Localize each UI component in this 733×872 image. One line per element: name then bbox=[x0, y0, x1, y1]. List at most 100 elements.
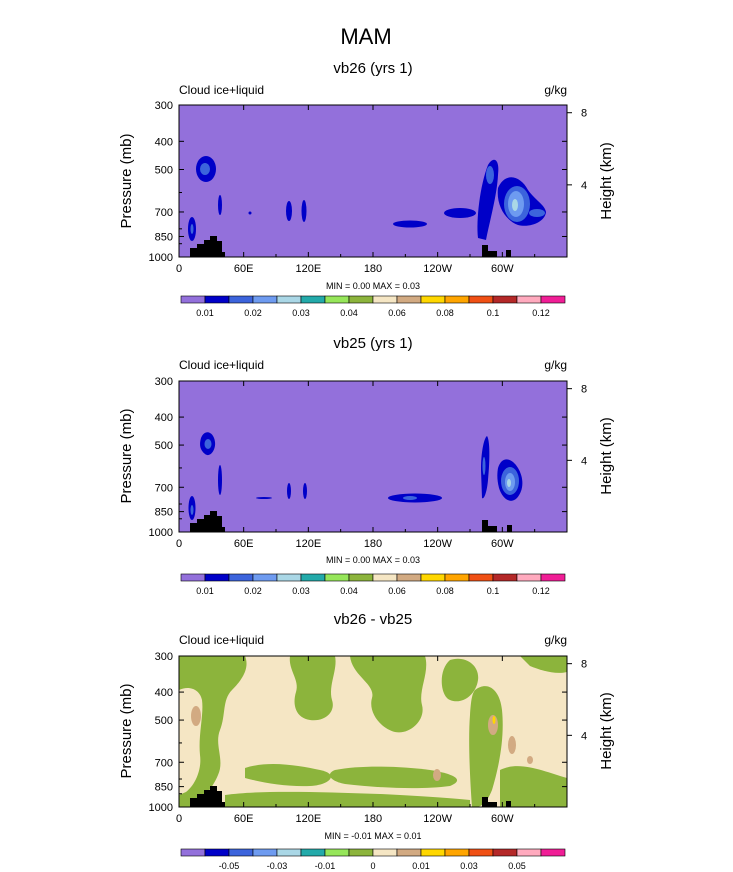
units-label: g/kg bbox=[544, 83, 567, 97]
x-tick-label: 60E bbox=[234, 538, 254, 550]
panel-title: vb26 (yrs 1) bbox=[333, 60, 412, 77]
topography bbox=[190, 786, 225, 807]
contour-region bbox=[441, 658, 479, 702]
colorbar-swatch bbox=[372, 295, 398, 304]
contour-shapes bbox=[188, 432, 523, 532]
x-tick-label: 180 bbox=[364, 538, 382, 550]
x-tick-label: 0 bbox=[176, 813, 182, 825]
panel-vb26: vb26 (yrs 1) Cloud ice+liquid g/kg bbox=[118, 60, 615, 318]
y-tick-label: 700 bbox=[155, 757, 173, 769]
colorbar-swatch bbox=[252, 848, 278, 857]
x-tick-label: 120E bbox=[295, 538, 321, 550]
colorbar-label: 0.1 bbox=[487, 586, 500, 596]
y-tick-label: 300 bbox=[155, 376, 173, 388]
y2-axis-label: Height (km) bbox=[598, 142, 615, 220]
colorbar-swatch bbox=[228, 573, 254, 582]
colorbar-swatch bbox=[540, 295, 566, 304]
y-tick-label: 850 bbox=[155, 507, 173, 519]
y-tick-label: 500 bbox=[155, 440, 173, 452]
contour-region bbox=[248, 211, 252, 215]
colorbar-swatch bbox=[468, 848, 494, 857]
colorbar-swatch bbox=[228, 295, 254, 304]
colorbar: 0.01 0.02 0.03 0.04 0.06 0.08 0.1 0.12 bbox=[180, 573, 566, 596]
contour-shapes bbox=[188, 156, 546, 257]
contour-region bbox=[444, 208, 476, 218]
contour-region bbox=[256, 497, 272, 499]
colorbar-swatch bbox=[252, 295, 278, 304]
contour-shapes bbox=[179, 656, 567, 807]
colorbar-label: 0.01 bbox=[412, 861, 430, 871]
colorbar-swatch bbox=[468, 573, 494, 582]
contour-region bbox=[527, 756, 533, 764]
colorbar-swatch bbox=[444, 573, 470, 582]
contour-region bbox=[529, 209, 545, 217]
contour-region bbox=[301, 200, 307, 222]
contour-region bbox=[482, 457, 486, 475]
y-axis-label: Pressure (mb) bbox=[118, 408, 135, 503]
colorbar-swatch bbox=[372, 573, 398, 582]
x-tick-label: 60W bbox=[491, 538, 514, 550]
contour-region bbox=[190, 224, 194, 234]
colorbar-label: 0.01 bbox=[196, 308, 214, 318]
panel-title: vb25 (yrs 1) bbox=[333, 335, 412, 352]
colorbar-swatch bbox=[348, 295, 374, 304]
contour-region bbox=[329, 766, 458, 789]
colorbar-swatch bbox=[276, 573, 302, 582]
colorbar-swatch bbox=[420, 848, 446, 857]
colorbar-label: -0.05 bbox=[219, 861, 240, 871]
colorbar-label: 0.12 bbox=[532, 586, 550, 596]
y-tick-label: 700 bbox=[155, 482, 173, 494]
topography bbox=[482, 520, 497, 532]
contour-region bbox=[303, 483, 307, 499]
colorbar-swatch bbox=[300, 848, 326, 857]
contour-region bbox=[225, 791, 470, 807]
colorbar-swatch bbox=[396, 295, 422, 304]
colorbar-label: 0.02 bbox=[244, 586, 262, 596]
contour-region bbox=[512, 199, 518, 211]
colorbar-swatch bbox=[444, 295, 470, 304]
colorbar-label: 0.02 bbox=[244, 308, 262, 318]
y-axis-label: Pressure (mb) bbox=[118, 133, 135, 228]
contour-region bbox=[500, 766, 567, 807]
y2-tick-label: 4 bbox=[581, 455, 587, 467]
y2-tick-label: 8 bbox=[581, 384, 587, 396]
x-tick-label: 120W bbox=[423, 263, 452, 275]
contour-region bbox=[218, 465, 222, 495]
y-axis-label: Pressure (mb) bbox=[118, 683, 135, 778]
colorbar-swatch bbox=[180, 573, 206, 582]
colorbar-label: 0.01 bbox=[196, 586, 214, 596]
contour-region bbox=[204, 439, 212, 449]
contour-region bbox=[287, 483, 291, 499]
colorbar-label: 0.06 bbox=[388, 308, 406, 318]
colorbar-label: 0.12 bbox=[532, 308, 550, 318]
x-tick-label: 120W bbox=[423, 813, 452, 825]
x-tick-label: 60E bbox=[234, 263, 254, 275]
contour-region bbox=[245, 764, 331, 787]
x-tick-label: 120E bbox=[295, 263, 321, 275]
colorbar-label: 0.04 bbox=[340, 308, 358, 318]
colorbar-swatch bbox=[180, 295, 206, 304]
x-axis: 0 60E 120E 180 120W 60W bbox=[176, 105, 536, 275]
variable-label: Cloud ice+liquid bbox=[179, 83, 264, 97]
colorbar-swatch bbox=[348, 848, 374, 857]
colorbar-swatch bbox=[324, 573, 350, 582]
panel-title: vb26 - vb25 bbox=[334, 611, 412, 628]
colorbar-label: 0 bbox=[370, 861, 375, 871]
y-tick-label: 850 bbox=[155, 782, 173, 794]
colorbar-label: 0.08 bbox=[436, 308, 454, 318]
panel-vb25: vb25 (yrs 1) Cloud ice+liquid g/kg bbox=[118, 335, 615, 596]
y-axis-left: 300 400 500 700 850 1000 bbox=[149, 651, 567, 814]
plot-background bbox=[179, 105, 567, 257]
y-axis-right: 48 bbox=[567, 659, 587, 742]
x-tick-label: 60E bbox=[234, 813, 254, 825]
colorbar: 0.01 0.02 0.03 0.04 0.06 0.08 0.1 0.12 bbox=[180, 295, 566, 318]
colorbar-swatch bbox=[204, 848, 230, 857]
y-tick-label: 400 bbox=[155, 412, 173, 424]
topography bbox=[506, 250, 511, 257]
colorbar-label: -0.03 bbox=[267, 861, 288, 871]
colorbar-label: 0.06 bbox=[388, 586, 406, 596]
y2-axis-label: Height (km) bbox=[598, 417, 615, 495]
x-tick-label: 0 bbox=[176, 538, 182, 550]
min-max-stats: MIN = 0.00 MAX = 0.03 bbox=[326, 555, 420, 565]
